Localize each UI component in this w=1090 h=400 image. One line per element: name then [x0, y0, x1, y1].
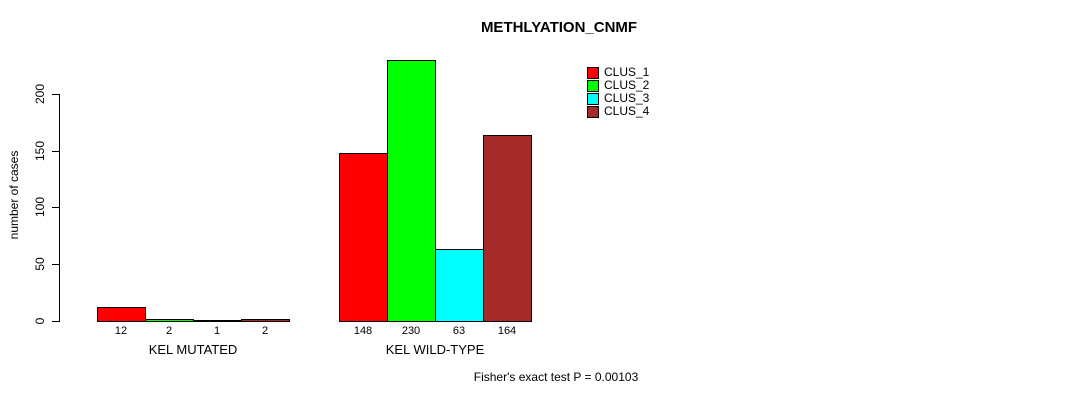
- bar-clus_1-group-1: [339, 153, 388, 322]
- legend-item-clus-4: CLUS_4: [587, 105, 649, 118]
- legend-item-clus-3: CLUS_3: [587, 92, 649, 105]
- bar-clus_2-group-0: [145, 319, 194, 322]
- bar-value-label: 230: [401, 325, 421, 337]
- legend-swatch-clus-3: [587, 92, 599, 105]
- bar-value-label: 2: [261, 325, 269, 337]
- bar-clus_1-group-0: [97, 307, 146, 322]
- y-axis-line: [59, 94, 60, 322]
- y-tick-mark: [52, 94, 60, 95]
- y-tick-mark: [52, 151, 60, 152]
- chart-title: METHLYATION_CNMF: [480, 19, 638, 36]
- bar-clus_4-group-1: [483, 135, 532, 322]
- y-tick-label: 150: [33, 140, 47, 162]
- legend-item-clus-1: CLUS_1: [587, 66, 649, 79]
- bar-clus_3-group-0: [193, 320, 242, 322]
- y-tick-label: 200: [33, 83, 47, 105]
- bar-clus_3-group-1: [435, 249, 484, 322]
- bar-value-label: 164: [497, 325, 517, 337]
- legend-swatch-clus-2: [587, 79, 599, 92]
- bar-value-label: 63: [452, 325, 466, 337]
- group-label-kel-wild-type: KEL WILD-TYPE: [385, 342, 485, 357]
- legend-label: CLUS_1: [604, 65, 650, 79]
- y-tick-label: 50: [33, 257, 47, 271]
- legend-swatch-clus-1: [587, 66, 599, 79]
- legend-label: CLUS_3: [604, 91, 650, 105]
- y-axis-label: number of cases: [7, 150, 21, 240]
- bar-clus_4-group-0: [241, 319, 290, 322]
- bar-value-label: 12: [114, 325, 128, 337]
- bar-value-label: 2: [165, 325, 173, 337]
- legend-swatch-clus-4: [587, 105, 599, 118]
- legend-label: CLUS_4: [604, 104, 650, 118]
- legend-item-clus-2: CLUS_2: [587, 79, 649, 92]
- bar-clus_2-group-1: [387, 60, 436, 322]
- y-tick-label: 0: [33, 317, 47, 325]
- y-tick-mark: [52, 264, 60, 265]
- fishers-test-annotation: Fisher's exact test P = 0.00103: [473, 370, 639, 384]
- y-tick-mark: [52, 321, 60, 322]
- y-tick-label: 100: [33, 196, 47, 218]
- bar-value-label: 1: [213, 325, 221, 337]
- bar-value-label: 148: [353, 325, 373, 337]
- group-label-kel-mutated: KEL MUTATED: [148, 342, 238, 357]
- y-tick-mark: [52, 207, 60, 208]
- legend-label: CLUS_2: [604, 78, 650, 92]
